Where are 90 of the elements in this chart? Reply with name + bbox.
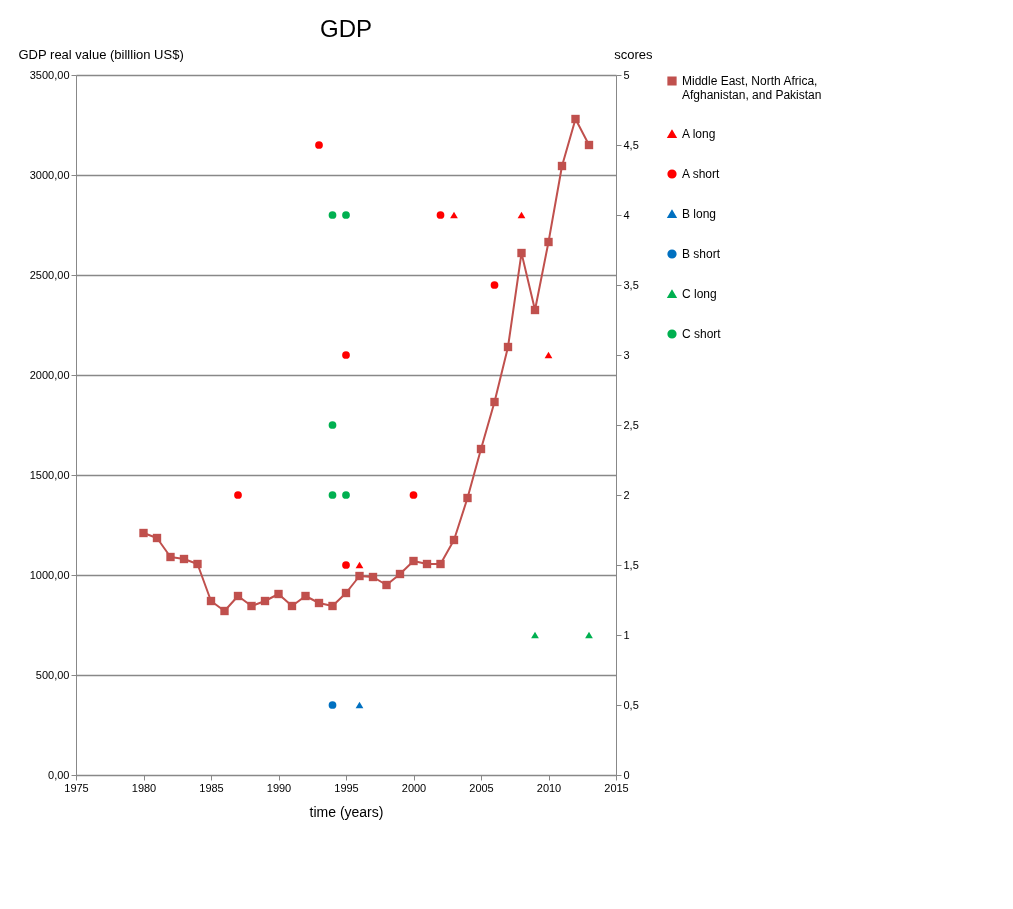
point (517, 248, 526, 258)
point (571, 114, 580, 124)
x-tick-label: 1990 (266, 781, 292, 794)
point (382, 580, 391, 590)
point (449, 535, 459, 545)
point (422, 559, 432, 569)
legend-label: A long (682, 127, 716, 141)
point (315, 141, 323, 149)
x-tick-label: 2005 (469, 781, 494, 794)
x-tick-label: 2015 (604, 781, 629, 794)
x-tick-label: 2010 (536, 781, 562, 794)
y2-axis-title: scores (614, 46, 653, 62)
point (544, 351, 553, 359)
point (436, 211, 445, 219)
point (544, 237, 553, 247)
point (342, 211, 350, 219)
y2-tick-label: 3,5 (623, 278, 639, 291)
point (517, 211, 526, 219)
point (328, 421, 337, 429)
point (395, 569, 405, 579)
x-tick-label: 1985 (199, 781, 224, 794)
y-tick-label: 2000,00 (29, 368, 70, 381)
point (152, 533, 162, 543)
point (490, 397, 499, 407)
point (301, 591, 310, 601)
point (220, 606, 229, 616)
point (314, 598, 324, 608)
point (274, 589, 283, 599)
y-axis-title: GDP real value (billlion US$) (18, 46, 184, 62)
point (328, 701, 337, 709)
legend-label: B short (682, 247, 721, 261)
point (166, 552, 175, 562)
point (342, 491, 350, 499)
x-tick-label: 1980 (131, 781, 157, 794)
x-axis-title: time (years) (309, 803, 384, 820)
point (328, 491, 337, 499)
y2-tick-label: 3 (623, 348, 630, 361)
point (233, 591, 243, 601)
y2-tick-label: 1,5 (623, 558, 639, 571)
y-tick-label: 500,00 (35, 668, 70, 681)
point (463, 493, 472, 503)
point (557, 161, 567, 171)
legend-label: Middle East, North Africa, Afghanistan, and Pakistan (682, 74, 822, 102)
point (409, 491, 418, 499)
point (328, 601, 337, 611)
y-tick-label: 2500,00 (29, 268, 70, 281)
point (368, 572, 378, 582)
point (193, 559, 202, 569)
chart-title: GDP (319, 15, 373, 42)
point (355, 701, 364, 709)
legend-label: C long (682, 287, 717, 301)
y-tick-label: 0,00 (48, 768, 70, 781)
legend-label: A short (682, 167, 721, 181)
y-tick-label: 1500,00 (29, 468, 70, 481)
x-tick-label: 1975 (64, 781, 89, 794)
y-tick-label: 3000,00 (29, 168, 70, 181)
point (328, 211, 337, 219)
y2-tick-label: 2 (623, 488, 630, 501)
x-tick-label: 1995 (334, 781, 359, 794)
legend-label: C short (682, 327, 722, 341)
y2-tick-label: 4,5 (623, 138, 639, 151)
y2-tick-label: 0 (623, 768, 630, 781)
y2-tick-label: 0,5 (623, 698, 639, 711)
y2-tick-label: 2,5 (623, 418, 639, 431)
point (530, 305, 540, 315)
y-tick-label: 1000,00 (29, 568, 70, 581)
point (179, 554, 189, 564)
y2-tick-label: 4 (623, 208, 630, 221)
point (206, 596, 216, 606)
point (247, 601, 256, 611)
point (409, 556, 418, 566)
point (287, 601, 297, 611)
y2-tick-label: 5 (623, 68, 630, 81)
point (476, 444, 486, 454)
y2-tick-label: 1 (623, 628, 630, 641)
point (139, 528, 148, 538)
point (503, 342, 513, 352)
point (342, 351, 350, 359)
y-tick-label: 3500,00 (29, 68, 70, 81)
point (355, 571, 364, 581)
point (584, 140, 594, 150)
point (234, 491, 242, 499)
point (342, 561, 350, 569)
point (436, 559, 445, 569)
point (355, 561, 364, 569)
x-tick-label: 2000 (401, 781, 427, 794)
point (260, 596, 270, 606)
point (490, 281, 499, 289)
point (341, 588, 351, 598)
legend-label: B long (682, 207, 717, 221)
